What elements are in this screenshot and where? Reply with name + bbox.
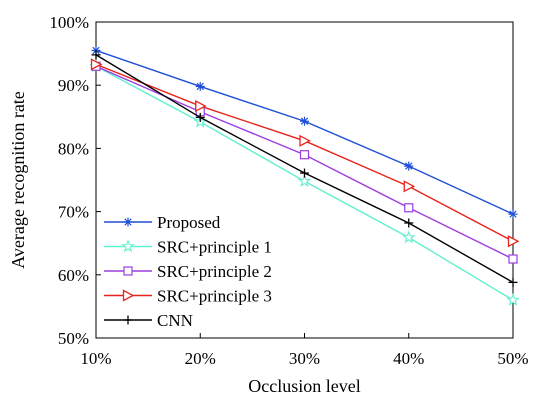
legend: Proposed SRC+principle 1 SRC+principle 2 SR…: [104, 213, 272, 330]
legend-marker: [122, 289, 135, 302]
x-tick-label: 10%: [80, 349, 111, 368]
data-point: [404, 161, 414, 171]
x-tick-label: 40%: [393, 349, 424, 368]
data-point: [195, 99, 207, 113]
legend-item: Proposed: [104, 213, 221, 232]
data-point: [299, 134, 311, 147]
series-layer: [89, 45, 520, 306]
data-point: [506, 292, 520, 306]
legend-marker: [123, 217, 133, 227]
legend-item: CNN: [104, 311, 193, 330]
series-1: [91, 45, 518, 219]
legend-label: SRC+principle 1: [157, 238, 272, 257]
x-axis: 10% 20% 30% 40% 50%: [80, 333, 529, 368]
data-point: [195, 81, 205, 91]
legend-item: SRC+principle 3: [104, 287, 272, 306]
y-axis-title: Average recognition rate: [8, 91, 28, 269]
legend-marker: [121, 239, 135, 253]
legend-label: SRC+principle 2: [157, 262, 272, 281]
legend-marker: [123, 266, 133, 276]
data-point: [91, 50, 101, 60]
legend-label: Proposed: [157, 213, 221, 232]
data-point: [404, 218, 414, 228]
legend-label: CNN: [157, 311, 193, 330]
data-point: [90, 58, 103, 71]
legend-item: SRC+principle 2: [104, 262, 272, 281]
data-point: [507, 235, 520, 248]
y-tick-label: 100%: [49, 13, 89, 32]
data-point: [508, 254, 518, 264]
y-tick-label: 90%: [58, 76, 89, 95]
x-tick-label: 50%: [497, 349, 528, 368]
series-5: [91, 50, 518, 287]
data-point: [402, 230, 416, 244]
data-point: [508, 209, 518, 219]
x-axis-title: Occlusion level: [248, 376, 360, 396]
y-tick-label: 50%: [58, 329, 89, 348]
series-4: [90, 58, 520, 248]
data-point: [404, 203, 414, 213]
legend-item: SRC+principle 1: [104, 238, 272, 257]
data-point: [299, 150, 310, 160]
legend-marker: [123, 315, 133, 325]
data-point: [300, 168, 309, 178]
x-tick-label: 30%: [289, 349, 320, 368]
data-point: [300, 116, 309, 126]
legend-label: SRC+principle 3: [157, 287, 272, 306]
data-point: [508, 277, 518, 287]
data-point: [297, 174, 312, 187]
y-axis: 50% 60% 70% 80% 90% 100%: [49, 13, 101, 348]
y-tick-label: 60%: [58, 266, 89, 285]
data-point: [195, 112, 205, 122]
y-tick-label: 70%: [58, 203, 89, 222]
y-tick-label: 80%: [58, 139, 89, 158]
x-tick-label: 20%: [185, 349, 216, 368]
data-point: [403, 180, 416, 193]
